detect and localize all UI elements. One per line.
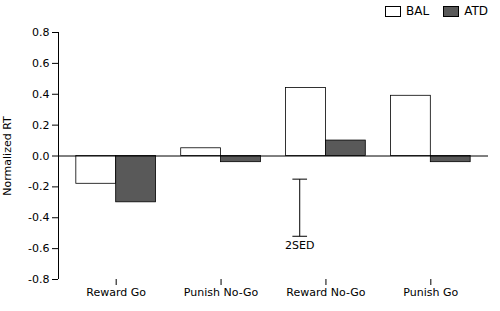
svg-text:0.8: 0.8 — [32, 26, 50, 39]
svg-text:2SED: 2SED — [285, 239, 314, 252]
svg-text:Reward No-Go: Reward No-Go — [286, 286, 366, 299]
svg-text:-0.8: -0.8 — [28, 273, 49, 286]
svg-text:-0.4: -0.4 — [28, 211, 49, 224]
svg-text:Punish No-Go: Punish No-Go — [184, 286, 259, 299]
svg-text:-0.6: -0.6 — [28, 242, 49, 255]
svg-text:Reward Go: Reward Go — [86, 286, 146, 299]
svg-text:0.4: 0.4 — [32, 88, 50, 101]
html-text:BAL: BAL — [406, 4, 430, 18]
svg-text:Punish Go: Punish Go — [403, 286, 458, 299]
svg-text:Normalized RT: Normalized RT — [1, 116, 14, 196]
svg-text:0.2: 0.2 — [32, 119, 50, 132]
svg-text:-0.2: -0.2 — [28, 180, 49, 193]
html-text:ATD: ATD — [464, 4, 488, 18]
svg-text:0.6: 0.6 — [32, 57, 50, 70]
svg-text:0.0: 0.0 — [32, 150, 50, 163]
